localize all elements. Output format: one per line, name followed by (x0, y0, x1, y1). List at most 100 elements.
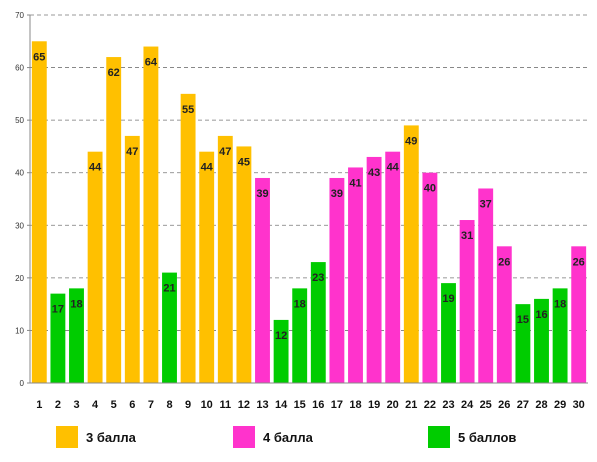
bar-4 (87, 151, 103, 383)
y-tick-label-30: 30 (15, 221, 24, 230)
bar-2 (50, 293, 66, 383)
data-label-4: 44 (89, 162, 102, 174)
x-tick-label-16: 16 (312, 399, 324, 411)
x-tick-label-27: 27 (517, 399, 529, 411)
bar-22 (422, 172, 438, 383)
data-label-8: 21 (163, 283, 175, 295)
bar-6 (124, 135, 140, 383)
bar-27 (515, 304, 531, 383)
x-tick-label-19: 19 (368, 399, 380, 411)
bar-12 (236, 146, 252, 383)
data-label-12: 45 (238, 156, 250, 168)
legend-item-3-balla: 3 балла (56, 425, 136, 449)
x-tick-label-8: 8 (166, 399, 172, 411)
data-label-30: 26 (573, 256, 585, 268)
x-tick-label-20: 20 (387, 399, 399, 411)
x-tick-label-9: 9 (185, 399, 191, 411)
data-label-2: 17 (52, 304, 64, 316)
x-tick-label-30: 30 (573, 399, 585, 411)
legend-swatch-3 (56, 426, 78, 448)
bar-8 (162, 272, 177, 383)
y-tick-label-20: 20 (15, 274, 24, 283)
data-label-10: 44 (201, 162, 214, 174)
legend-label-5: 5 баллов (458, 429, 517, 445)
bar-9 (180, 93, 196, 383)
x-tick-label-6: 6 (129, 399, 135, 411)
data-label-22: 40 (424, 183, 436, 195)
x-tick-label-24: 24 (461, 399, 474, 411)
x-tick-label-14: 14 (275, 399, 288, 411)
x-tick-label-13: 13 (256, 399, 268, 411)
bar-14 (273, 319, 289, 383)
y-tick-label-70: 70 (15, 11, 24, 20)
x-tick-label-21: 21 (405, 399, 417, 411)
x-tick-label-7: 7 (148, 399, 154, 411)
x-tick-label-10: 10 (201, 399, 213, 411)
bar-18 (348, 167, 363, 383)
bar-17 (329, 177, 345, 383)
data-label-24: 31 (461, 230, 473, 242)
legend-label-4: 4 балла (263, 429, 313, 445)
data-label-26: 26 (498, 256, 510, 268)
legend-swatch-4 (233, 426, 255, 448)
legend-item-4-balla: 4 балла (233, 425, 313, 449)
x-tick-label-25: 25 (480, 399, 492, 411)
bar-11 (217, 135, 233, 383)
bar-28 (534, 298, 549, 383)
data-label-15: 18 (294, 298, 306, 310)
data-label-1: 65 (33, 51, 45, 63)
x-tick-label-23: 23 (442, 399, 454, 411)
bar-20 (385, 151, 401, 383)
x-tick-label-28: 28 (535, 399, 547, 411)
bar-26 (496, 246, 512, 383)
legend-item-5-ballov: 5 баллов (428, 425, 516, 449)
bar-30 (571, 246, 587, 383)
y-axis: 0 10 20 30 40 50 60 70 (15, 11, 31, 388)
y-tick-label-40: 40 (15, 169, 24, 178)
data-label-3: 18 (70, 298, 82, 310)
y-tick-label-10: 10 (15, 326, 24, 335)
bar-10 (199, 151, 215, 383)
data-label-21: 49 (405, 135, 417, 147)
x-axis: 1 2 3 4 5 6 7 8 9 10 11 12 13 14 15 16 17 18 19 20 21 22 23 24 2… (30, 382, 588, 411)
x-tick-label-22: 22 (424, 399, 436, 411)
bar-24 (459, 220, 475, 383)
data-label-27: 15 (517, 314, 529, 326)
x-tick-label-18: 18 (349, 399, 361, 411)
x-tick-label-12: 12 (238, 399, 250, 411)
bar-23 (441, 283, 456, 383)
x-tick-label-4: 4 (92, 399, 99, 411)
data-label-19: 43 (368, 167, 380, 179)
data-label-18: 41 (349, 177, 361, 189)
data-label-20: 44 (387, 162, 400, 174)
bar-1 (31, 41, 47, 384)
x-tick-label-29: 29 (554, 399, 566, 411)
bar-7 (143, 46, 159, 384)
bar-16 (310, 262, 326, 383)
data-label-14: 12 (275, 330, 287, 342)
data-label-11: 47 (219, 146, 231, 158)
data-label-13: 39 (256, 188, 268, 200)
legend-swatch-5 (428, 426, 450, 448)
data-label-17: 39 (331, 188, 343, 200)
y-tick-label-0: 0 (20, 379, 25, 388)
data-label-6: 47 (126, 146, 138, 158)
data-label-7: 64 (145, 57, 158, 69)
x-tick-label-17: 17 (331, 399, 343, 411)
bar-3 (69, 288, 84, 383)
x-tick-label-2: 2 (55, 399, 61, 411)
data-label-25: 37 (480, 198, 492, 210)
bar-5 (106, 57, 122, 384)
x-tick-label-15: 15 (294, 399, 306, 411)
data-label-23: 19 (442, 293, 454, 305)
bar-21 (403, 125, 419, 384)
y-tick-label-60: 60 (15, 64, 24, 73)
bars: 65 17 18 44 62 47 64 21 55 44 47 45 39 12 18 23 39 41 43 44… (31, 41, 587, 384)
y-tick-label-50: 50 (15, 116, 24, 125)
x-tick-label-3: 3 (73, 399, 79, 411)
bar-15 (292, 288, 308, 383)
grid-lines (30, 14, 588, 331)
x-tick-label-26: 26 (498, 399, 510, 411)
bar-29 (552, 288, 568, 383)
